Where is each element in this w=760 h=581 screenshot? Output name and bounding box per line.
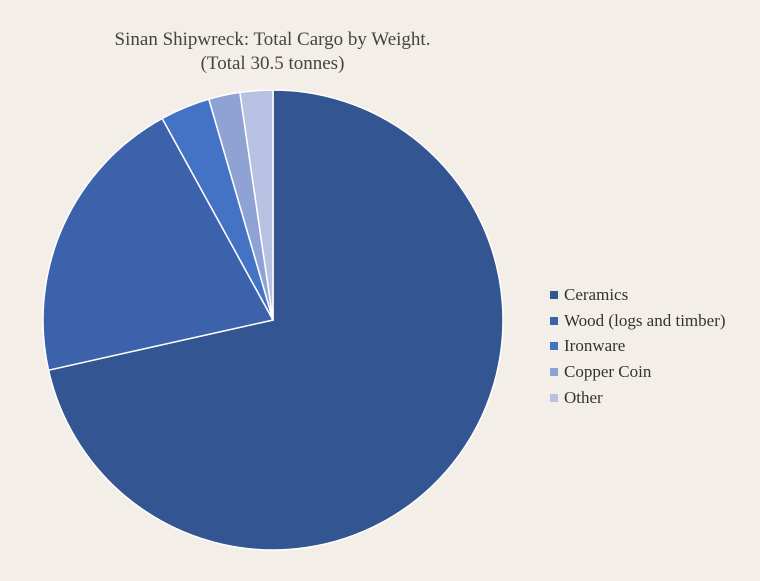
legend-label-copper-coin: Copper Coin <box>564 362 652 382</box>
legend-item-ironware: Ironware <box>550 334 726 360</box>
legend-item-other: Other <box>550 385 726 411</box>
pie-slice-other <box>239 89 274 321</box>
legend-swatch-ceramics <box>550 290 558 299</box>
pie-slice-ceramics <box>47 89 504 551</box>
pie-slice-wood-logs-and-timber <box>42 117 274 371</box>
legend-swatch-copper-coin <box>550 368 558 377</box>
chart-subtitle: (Total 30.5 tonnes) <box>200 53 345 74</box>
legend-item-wood: Wood (logs and timber) <box>550 308 726 334</box>
legend-swatch-other <box>550 393 558 402</box>
legend: Ceramics Wood (logs and timber) Ironware… <box>550 282 726 411</box>
legend-label-ironware: Ironware <box>564 336 626 356</box>
legend-label-wood: Wood (logs and timber) <box>564 310 726 330</box>
legend-swatch-ironware <box>550 342 558 351</box>
chart-title-line: Sinan Shipwreck: Total Cargo by Weight. <box>114 29 431 50</box>
chart-title: Sinan Shipwreck: Total Cargo by Weight. … <box>0 28 545 76</box>
legend-swatch-wood <box>550 316 558 325</box>
legend-label-other: Other <box>564 387 603 407</box>
legend-label-ceramics: Ceramics <box>564 284 629 304</box>
legend-item-ceramics: Ceramics <box>550 282 726 308</box>
legend-item-copper-coin: Copper Coin <box>550 359 726 385</box>
